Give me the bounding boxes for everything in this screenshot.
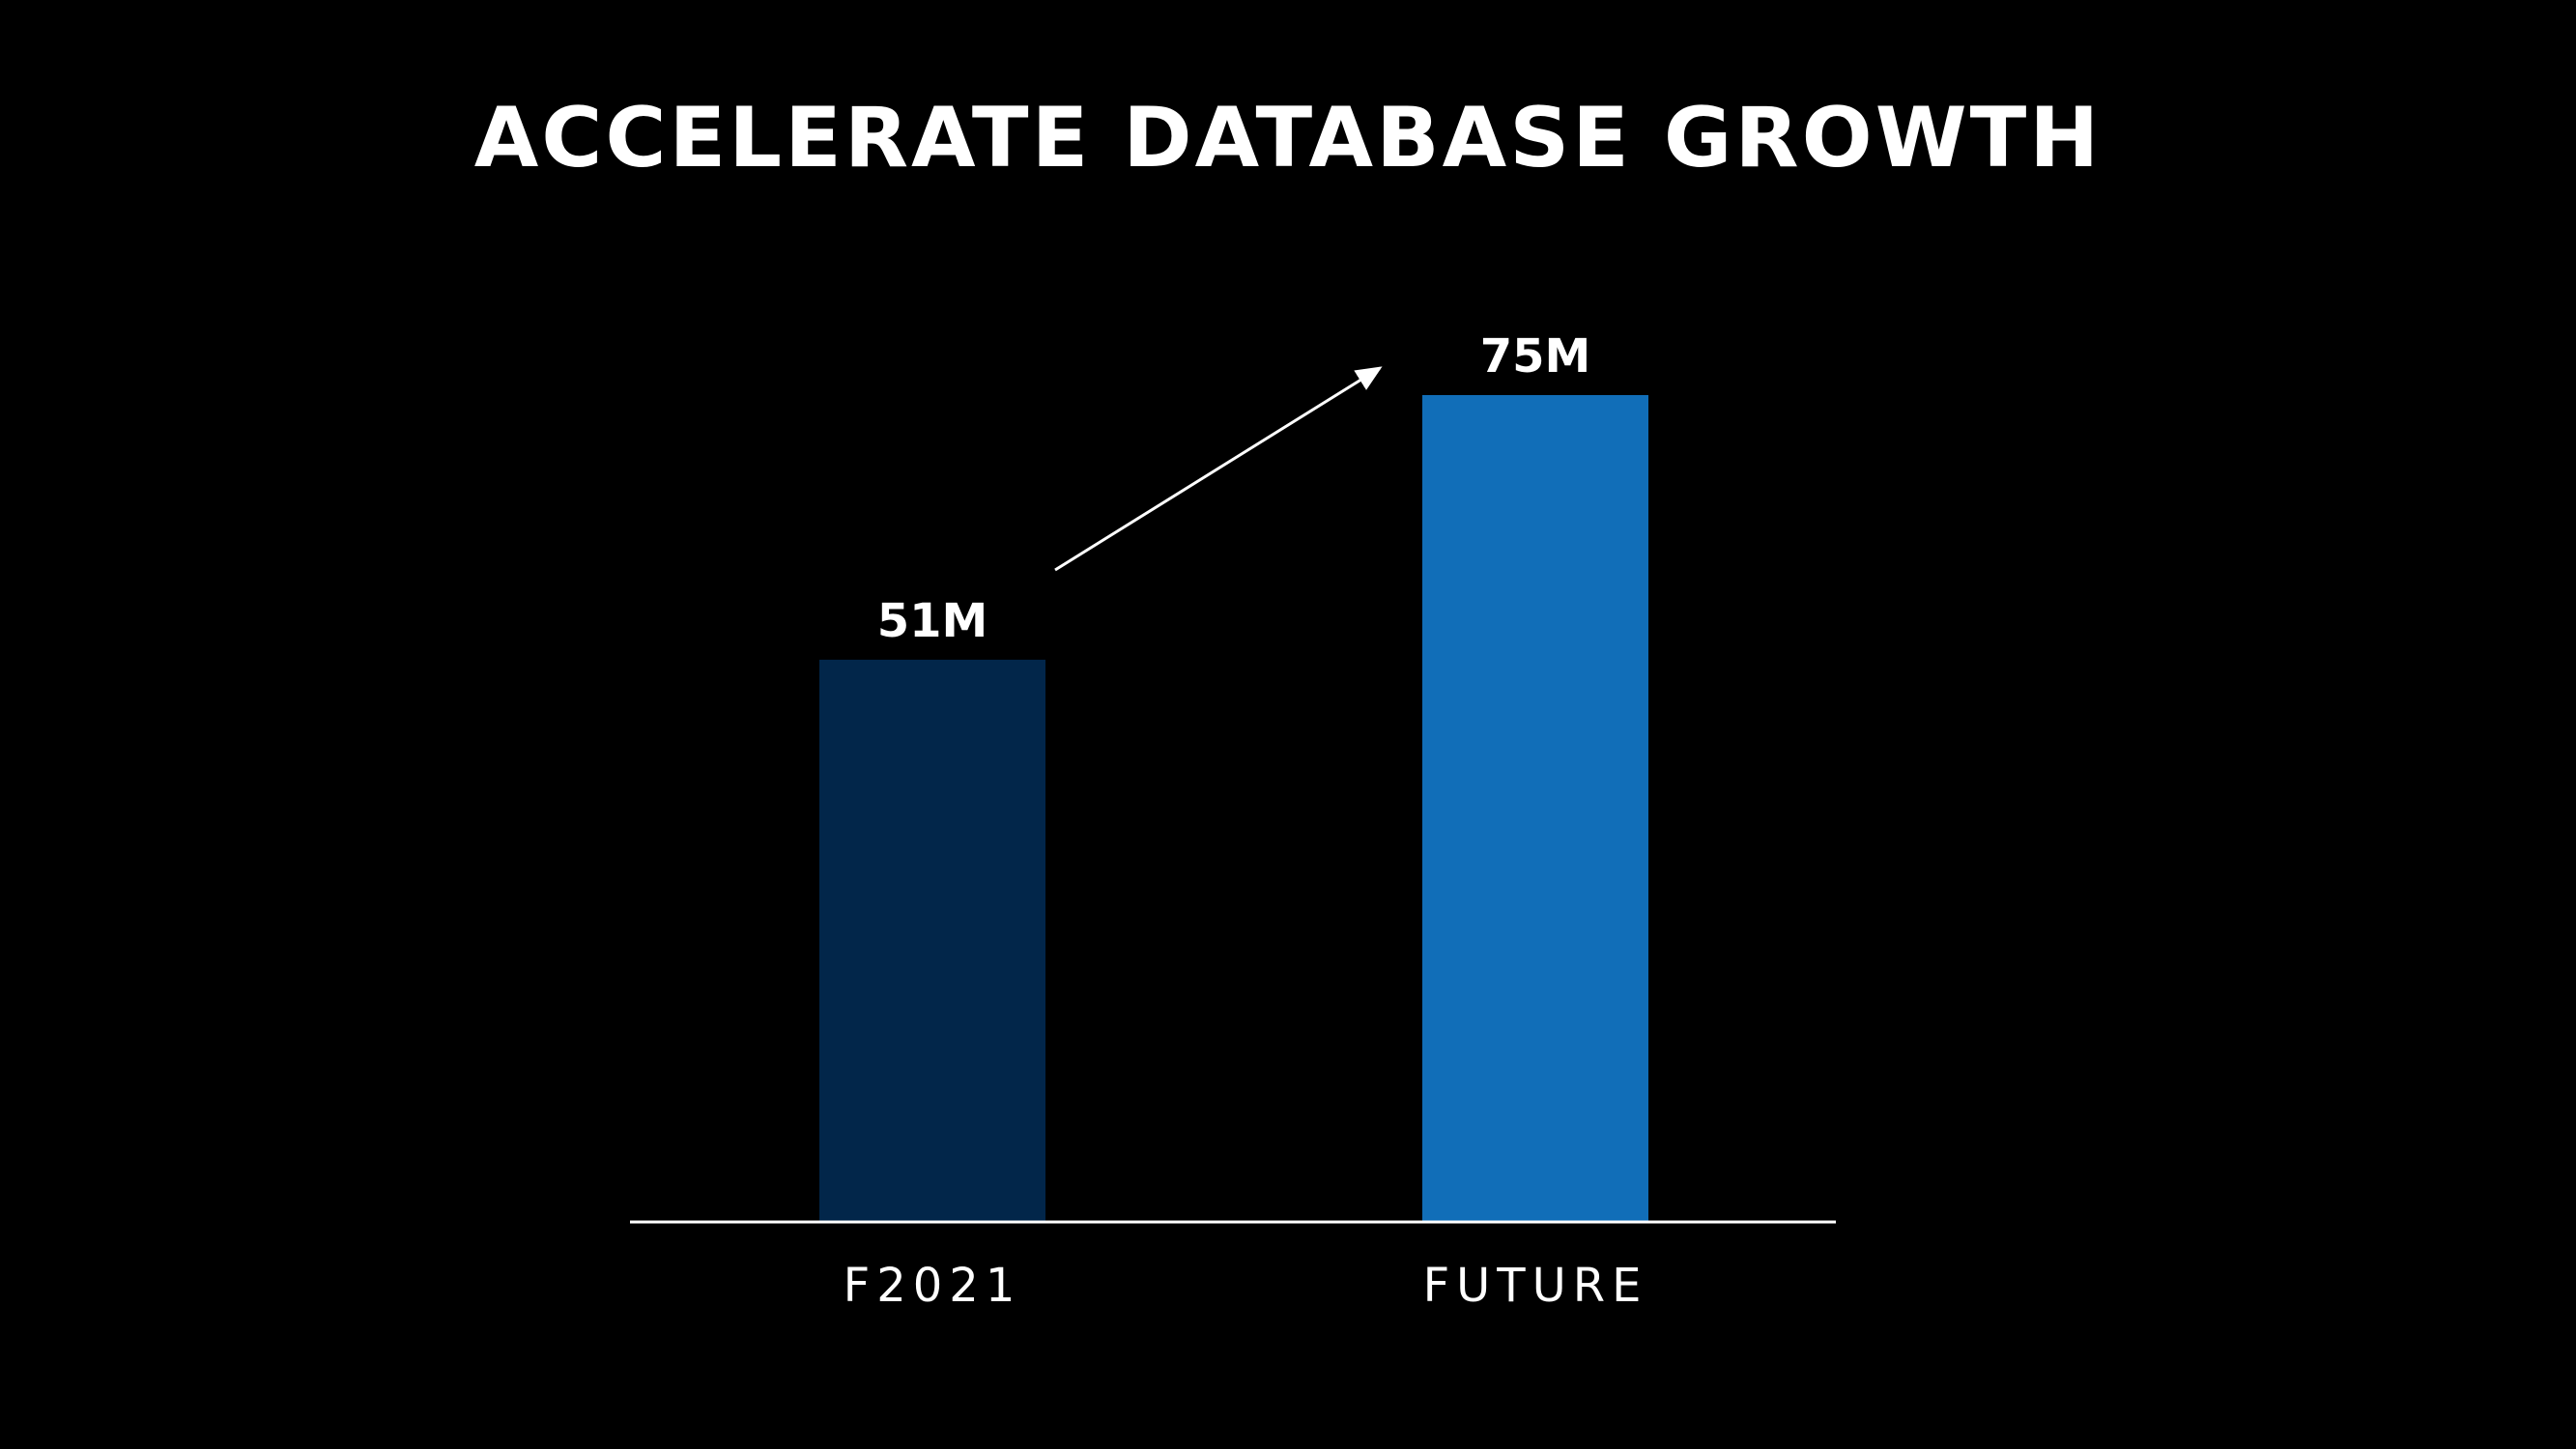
value-label: 75M [1480,329,1591,384]
bar-f2021 [819,659,1045,1222]
labels-group: 51M F2021 75M FUTURE [844,329,1648,1313]
bars-group [819,395,1648,1222]
category-label: F2021 [844,1259,1022,1313]
growth-arrow-icon [1054,366,1383,572]
chart-title: ACCELERATE DATABASE GROWTH [473,90,2103,186]
value-label: 51M [877,594,988,648]
bar-future [1422,395,1648,1222]
category-label: FUTURE [1423,1259,1648,1313]
